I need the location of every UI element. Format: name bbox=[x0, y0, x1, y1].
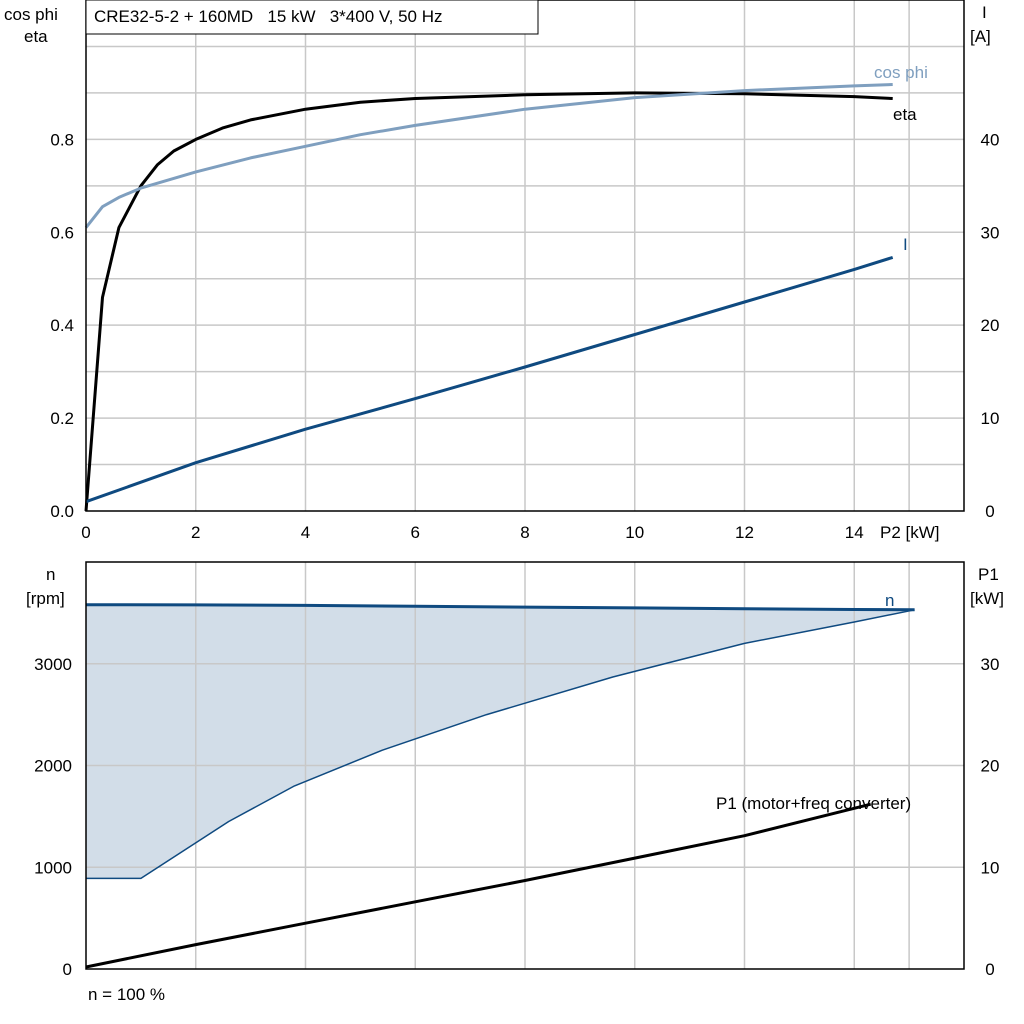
bottom-series-layer bbox=[85, 603, 915, 969]
speed-lower-bound-line bbox=[86, 609, 915, 880]
y-left-tick-label: 0.2 bbox=[50, 409, 74, 428]
speed-line bbox=[85, 603, 915, 612]
series-label-speed: n bbox=[885, 591, 894, 610]
y-right-tick-label: 20 bbox=[981, 316, 1000, 335]
speed-note: n = 100 % bbox=[88, 985, 166, 1004]
top-left-axis-label-1: cos phi bbox=[4, 5, 58, 24]
bottom-y-left-tick-label: 3000 bbox=[34, 655, 72, 674]
bottom-left-axis-label-2: [rpm] bbox=[26, 589, 65, 608]
bottom-y-right-tick-label: 30 bbox=[981, 655, 1000, 674]
p1-line bbox=[85, 802, 872, 969]
x-tick-label: 12 bbox=[735, 523, 754, 542]
series-label-current: I bbox=[903, 235, 908, 254]
top-grid bbox=[86, 0, 964, 511]
x-tick-label: 4 bbox=[301, 523, 310, 542]
bottom-left-axis-label-1: n bbox=[46, 565, 55, 584]
top-plot-frame bbox=[85, 0, 965, 512]
current-line bbox=[85, 255, 894, 504]
series-label-cos-phi: cos phi bbox=[874, 63, 928, 82]
operating-range-fill bbox=[86, 604, 915, 879]
series-label-p1: P1 (motor+freq converter) bbox=[716, 794, 911, 813]
top-right-axis-label-1: I bbox=[982, 3, 987, 22]
x-tick-label: 10 bbox=[625, 523, 644, 542]
x-tick-label: 2 bbox=[191, 523, 200, 542]
chart-title: CRE32-5-2 + 160MD 15 kW 3*400 V, 50 Hz bbox=[94, 7, 443, 26]
cos-phi-line bbox=[84, 83, 893, 229]
top-series-layer bbox=[84, 83, 894, 512]
y-right-tick-label: 40 bbox=[981, 130, 1000, 149]
bottom-y-left-tick-label: 2000 bbox=[34, 757, 72, 776]
bottom-y-left-tick-label: 1000 bbox=[34, 858, 72, 877]
top-right-axis-label-2: [A] bbox=[970, 27, 991, 46]
bottom-plot-frame bbox=[85, 561, 965, 970]
x-axis-label: P2 [kW] bbox=[880, 523, 940, 542]
x-tick-label: 14 bbox=[845, 523, 864, 542]
header-box bbox=[85, 0, 539, 35]
y-right-tick-label: 0 bbox=[985, 502, 994, 521]
bottom-grid bbox=[86, 562, 964, 969]
y-left-tick-label: 0.8 bbox=[50, 130, 74, 149]
y-left-tick-label: 0.6 bbox=[50, 223, 74, 242]
x-tick-label: 6 bbox=[411, 523, 420, 542]
bottom-right-axis-label-2: [kW] bbox=[970, 589, 1004, 608]
top-left-axis-label-2: eta bbox=[24, 27, 48, 46]
bottom-y-right-tick-label: 10 bbox=[981, 858, 1000, 877]
x-tick-label: 0 bbox=[81, 523, 90, 542]
series-label-eta: eta bbox=[893, 105, 917, 124]
bottom-y-right-tick-label: 20 bbox=[981, 757, 1000, 776]
x-tick-label: 8 bbox=[520, 523, 529, 542]
y-left-tick-label: 0.4 bbox=[50, 316, 74, 335]
bottom-right-axis-label-1: P1 bbox=[978, 565, 999, 584]
y-right-tick-label: 30 bbox=[981, 223, 1000, 242]
operating-range-area bbox=[86, 604, 915, 879]
tick-labels: 0 2 4 6 8 10 12 14 0.0 0.2 0.4 0.6 0.8 0 10 20 30 40 0 1000… bbox=[34, 130, 999, 979]
bottom-y-right-tick-label: 0 bbox=[985, 960, 994, 979]
bottom-y-left-tick-label: 0 bbox=[63, 960, 72, 979]
y-left-tick-label: 0.0 bbox=[50, 502, 74, 521]
y-right-tick-label: 10 bbox=[981, 409, 1000, 428]
eta-line bbox=[84, 91, 893, 512]
